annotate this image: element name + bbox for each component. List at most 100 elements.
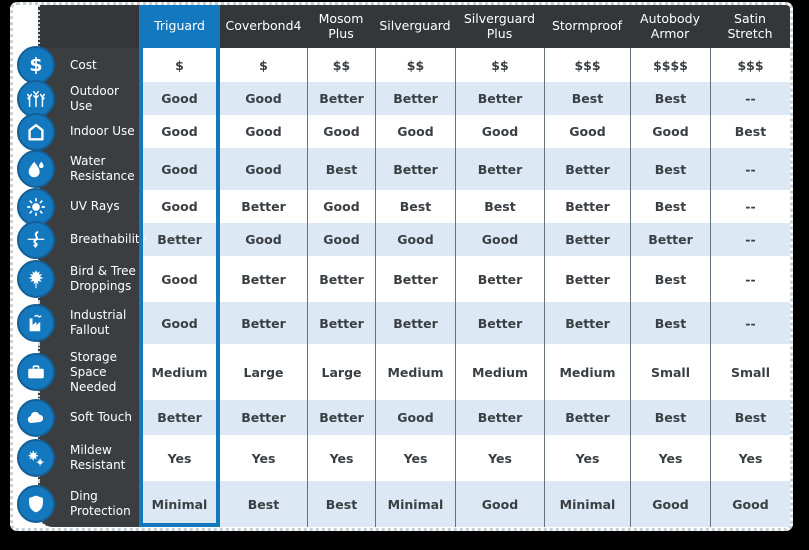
value-cell-cost-mosom-plus: $$ [307, 48, 375, 82]
feature-label-cell-ding-protection: Ding Protection [17, 481, 139, 527]
feature-label-cell-outdoor-use: Outdoor Use [17, 79, 139, 118]
cloud-icon [17, 398, 55, 437]
value-cell-ding-protection-silverguard-plus: Good [455, 481, 544, 527]
value-cell-storage-space-needed-triguard: Medium [139, 344, 220, 400]
factory-icon [17, 304, 55, 342]
value-cell-mildew-resistant-silverguard: Yes [375, 435, 455, 481]
value-cell-outdoor-use-stormproof: Best [544, 82, 630, 115]
feature-label: UV Rays [70, 199, 120, 213]
feature-label-cell-mildew-resistant: Mildew Resistant [17, 435, 139, 481]
value-cell-water-resistance-triguard: Good [139, 148, 220, 190]
dollar-icon-glyph: $ [29, 53, 43, 76]
value-cell-water-resistance-silverguard: Better [375, 148, 455, 190]
value-cell-soft-touch-triguard: Better [139, 400, 220, 435]
value-cell-outdoor-use-silverguard: Better [375, 82, 455, 115]
column-header-coverbond4[interactable]: Coverbond4 [220, 5, 307, 48]
column-header-autobody-armor[interactable]: Autobody Armor [630, 5, 710, 48]
value-cell-indoor-use-satin-stretch: Best [710, 115, 790, 148]
value-cell-indoor-use-stormproof: Good [544, 115, 630, 148]
value-cell-bird-tree-droppings-triguard: Good [139, 256, 220, 302]
value-cell-cost-silverguard: $$ [375, 48, 455, 82]
feature-label: Bird & Tree Droppings [70, 264, 136, 293]
value-cell-industrial-fallout-satin-stretch: -- [710, 302, 790, 344]
value-cell-storage-space-needed-stormproof: Medium [544, 344, 630, 400]
column-header-silverguard-plus[interactable]: Silverguard Plus [455, 5, 544, 48]
column-header-triguard[interactable]: Triguard [139, 5, 220, 48]
value-cell-industrial-fallout-mosom-plus: Better [307, 302, 375, 344]
suitcase-icon [17, 353, 55, 391]
feature-label-cell-soft-touch: Soft Touch [17, 398, 139, 437]
value-cell-soft-touch-coverbond4: Better [220, 400, 307, 435]
value-cell-breathability-silverguard-plus: Good [455, 223, 544, 256]
value-cell-uv-rays-silverguard-plus: Best [455, 190, 544, 223]
value-cell-ding-protection-stormproof: Minimal [544, 481, 630, 527]
value-cell-storage-space-needed-autobody-armor: Small [630, 344, 710, 400]
value-cell-water-resistance-autobody-armor: Best [630, 148, 710, 190]
value-cell-industrial-fallout-silverguard: Better [375, 302, 455, 344]
value-cell-indoor-use-mosom-plus: Good [307, 115, 375, 148]
value-cell-uv-rays-stormproof: Better [544, 190, 630, 223]
water-drops-icon [17, 150, 55, 188]
value-cell-outdoor-use-mosom-plus: Better [307, 82, 375, 115]
column-header-stormproof[interactable]: Stormproof [544, 5, 630, 48]
value-cell-cost-autobody-armor: $$$$ [630, 48, 710, 82]
feature-label-cell-bird-tree-droppings: Bird & Tree Droppings [17, 256, 139, 302]
shield-icon [17, 485, 55, 523]
value-cell-breathability-satin-stretch: -- [710, 223, 790, 256]
value-cell-ding-protection-silverguard: Minimal [375, 481, 455, 527]
value-cell-bird-tree-droppings-stormproof: Better [544, 256, 630, 302]
airflow-icon [17, 220, 55, 259]
value-cell-breathability-stormproof: Better [544, 223, 630, 256]
value-cell-soft-touch-silverguard-plus: Better [455, 400, 544, 435]
value-cell-cost-silverguard-plus: $$ [455, 48, 544, 82]
value-cell-cost-satin-stretch: $$$ [710, 48, 790, 82]
column-header-mosom-plus[interactable]: Mosom Plus [307, 5, 375, 48]
comparison-panel: Triguard Coverbond4 Mosom Plus Silverguard S… [10, 2, 793, 531]
value-cell-mildew-resistant-coverbond4: Yes [220, 435, 307, 481]
column-header-silverguard[interactable]: Silverguard [375, 5, 455, 48]
value-cell-soft-touch-mosom-plus: Better [307, 400, 375, 435]
house-icon [17, 112, 55, 151]
feature-label: Storage Space Needed [70, 349, 117, 394]
value-cell-uv-rays-coverbond4: Better [220, 190, 307, 223]
column-header-satin-stretch[interactable]: Satin Stretch [710, 5, 790, 48]
value-cell-industrial-fallout-coverbond4: Better [220, 302, 307, 344]
value-cell-mildew-resistant-silverguard-plus: Yes [455, 435, 544, 481]
value-cell-ding-protection-triguard: Minimal [139, 481, 220, 527]
value-cell-ding-protection-satin-stretch: Good [710, 481, 790, 527]
value-cell-breathability-triguard: Better [139, 223, 220, 256]
feature-label: Breathability [70, 232, 147, 246]
value-cell-industrial-fallout-silverguard-plus: Better [455, 302, 544, 344]
value-cell-outdoor-use-satin-stretch: -- [710, 82, 790, 115]
value-cell-outdoor-use-autobody-armor: Best [630, 82, 710, 115]
spores-icon [17, 439, 55, 477]
value-cell-water-resistance-silverguard-plus: Better [455, 148, 544, 190]
value-cell-indoor-use-coverbond4: Good [220, 115, 307, 148]
value-cell-breathability-silverguard: Good [375, 223, 455, 256]
maple-leaf-icon [17, 260, 55, 298]
trees-icon [17, 79, 55, 118]
value-cell-bird-tree-droppings-mosom-plus: Better [307, 256, 375, 302]
value-cell-storage-space-needed-coverbond4: Large [220, 344, 307, 400]
value-cell-indoor-use-triguard: Good [139, 115, 220, 148]
feature-label-cell-breathability: Breathability [17, 220, 147, 259]
value-cell-uv-rays-silverguard: Best [375, 190, 455, 223]
value-cell-indoor-use-silverguard-plus: Good [455, 115, 544, 148]
value-cell-ding-protection-autobody-armor: Good [630, 481, 710, 527]
value-cell-water-resistance-stormproof: Better [544, 148, 630, 190]
value-cell-indoor-use-autobody-armor: Good [630, 115, 710, 148]
value-cell-uv-rays-triguard: Good [139, 190, 220, 223]
feature-label: Ding Protection [70, 489, 131, 518]
value-cell-cost-triguard: $ [139, 48, 220, 82]
value-cell-soft-touch-stormproof: Better [544, 400, 630, 435]
feature-label-cell-cost: $ Cost [17, 46, 139, 84]
value-cell-uv-rays-autobody-armor: Best [630, 190, 710, 223]
value-cell-outdoor-use-triguard: Good [139, 82, 220, 115]
value-cell-storage-space-needed-satin-stretch: Small [710, 344, 790, 400]
value-cell-cost-coverbond4: $ [220, 48, 307, 82]
value-cell-uv-rays-mosom-plus: Good [307, 190, 375, 223]
value-cell-soft-touch-silverguard: Good [375, 400, 455, 435]
value-cell-cost-stormproof: $$$ [544, 48, 630, 82]
value-cell-breathability-mosom-plus: Good [307, 223, 375, 256]
value-cell-outdoor-use-coverbond4: Good [220, 82, 307, 115]
